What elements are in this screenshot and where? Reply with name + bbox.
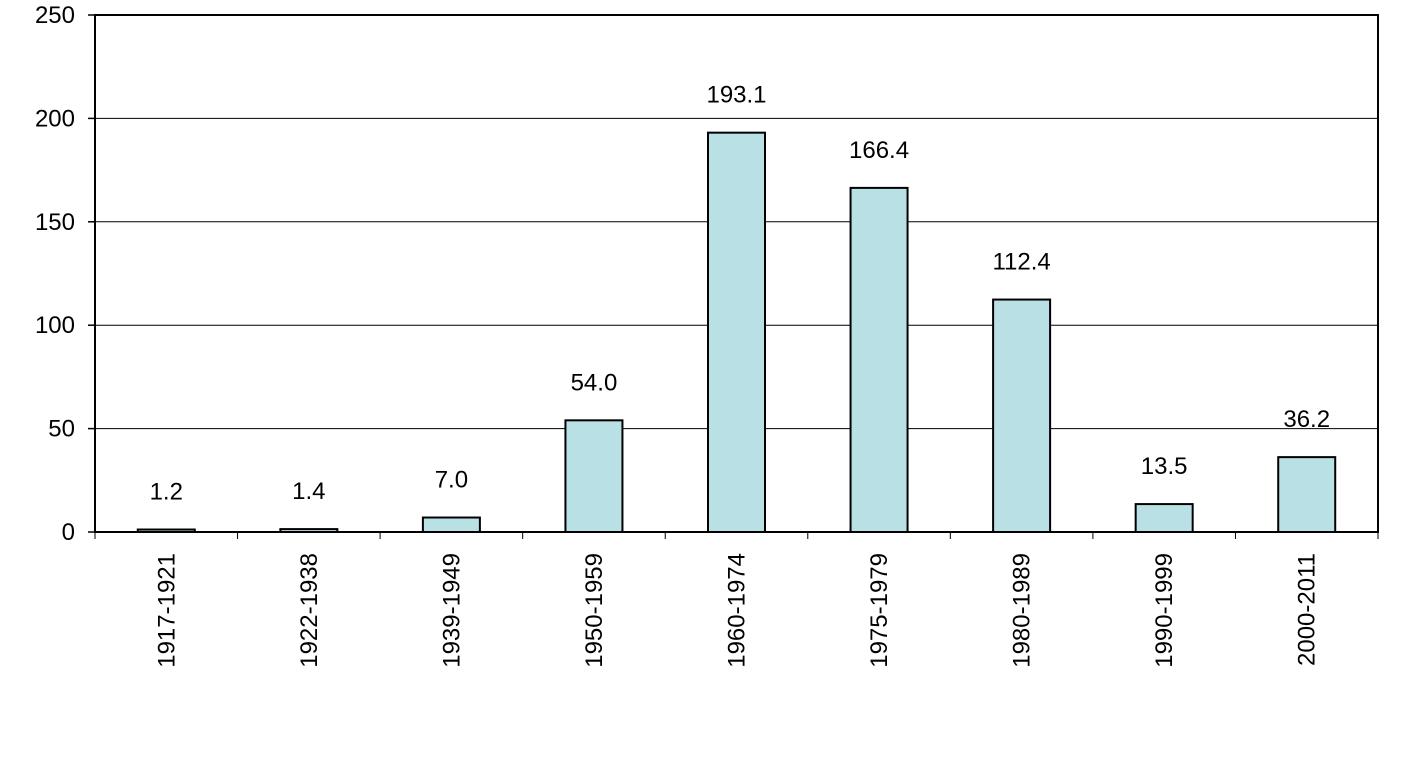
plot-area-frame: [94, 14, 1379, 533]
data-label: 112.4: [992, 249, 1050, 276]
category-label: 1950-1959: [581, 553, 608, 668]
data-label: 166.4: [849, 137, 909, 164]
category-label: 1975-1979: [866, 553, 893, 668]
data-label: 54.0: [571, 369, 618, 396]
y-tick-label: 100: [35, 312, 75, 339]
bars: [136, 131, 1337, 534]
category-labels: 1917-1921 1922-1938 1939-1949 1950-1959 1960…: [153, 553, 1320, 668]
y-tick-label: 250: [35, 2, 75, 29]
bar-1960-1974: [707, 131, 766, 534]
category-label: 2000-2011: [1294, 553, 1321, 666]
data-label: 13.5: [1141, 453, 1188, 480]
x-axis-ticks: [94, 532, 1379, 539]
data-label: 1.2: [150, 479, 183, 506]
category-label: 1917-1921: [153, 553, 180, 668]
category-label: 1939-1949: [438, 553, 465, 668]
bar-1990-1999: [1134, 503, 1194, 533]
y-tick-label: 150: [35, 209, 75, 236]
category-label: 1980-1989: [1009, 553, 1036, 668]
bar-1950-1959: [564, 419, 624, 533]
category-label: 1990-1999: [1151, 553, 1178, 668]
y-tick-label: 50: [48, 416, 75, 443]
y-tick-label: 200: [35, 105, 75, 132]
y-axis-ticks: 0 50 100 150 200 250: [35, 2, 95, 546]
bar-1939-1949: [421, 516, 481, 533]
data-label: 36.2: [1283, 406, 1330, 433]
data-label: 193.1: [706, 82, 766, 109]
bar-1975-1979: [849, 186, 909, 533]
data-label: 7.0: [435, 467, 468, 494]
category-label: 1960-1974: [724, 553, 751, 668]
bar-2000-2011: [1277, 456, 1337, 533]
category-label: 1922-1938: [296, 553, 323, 668]
data-label: 1.4: [292, 478, 325, 505]
data-labels: 1.2 1.4 7.0 54.0 193.1 166.4 112.4 13.5 36.2: [150, 82, 1330, 506]
y-tick-label: 0: [62, 519, 75, 546]
bar-1980-1989: [992, 298, 1052, 533]
